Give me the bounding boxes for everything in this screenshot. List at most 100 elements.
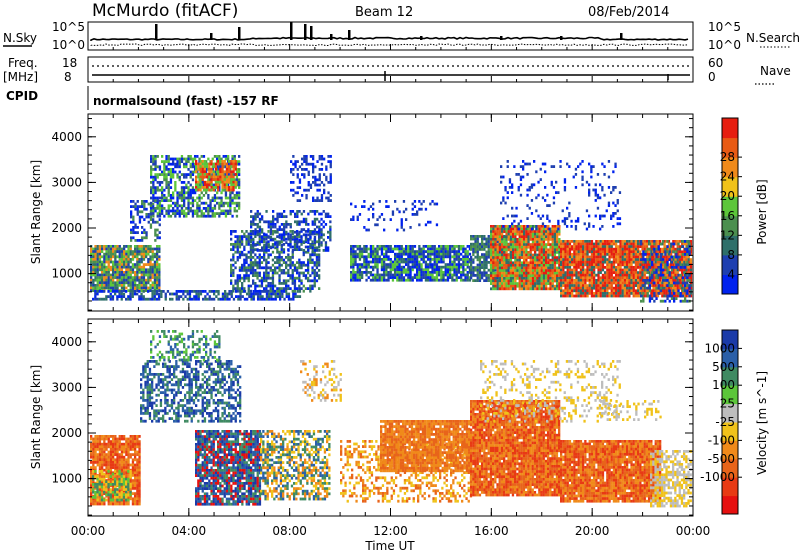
- power-cell: [147, 278, 150, 282]
- power-cell: [217, 180, 220, 184]
- power-cell: [431, 263, 434, 266]
- power-cell: [92, 289, 95, 292]
- power-cell: [542, 251, 546, 254]
- power-cell: [96, 286, 99, 290]
- power-cell: [142, 250, 146, 253]
- power-cell: [536, 235, 539, 239]
- power-cell: [249, 253, 253, 257]
- power-cell: [211, 209, 214, 213]
- power-cell: [156, 276, 159, 279]
- power-cell: [369, 247, 373, 251]
- power-cell: [292, 292, 295, 296]
- power-cell: [298, 248, 301, 251]
- power-cell: [534, 238, 537, 241]
- power-cell: [103, 252, 106, 256]
- power-cell: [380, 245, 384, 248]
- power-cell: [152, 194, 155, 197]
- power-cell: [225, 167, 229, 171]
- power-cell: [147, 273, 150, 277]
- power-cell: [492, 269, 495, 272]
- power-cell: [518, 279, 521, 283]
- power-cell: [201, 178, 204, 181]
- power-cell: [514, 240, 517, 244]
- power-cell: [429, 263, 432, 266]
- power-cell: [149, 297, 152, 301]
- power-cell: [599, 240, 602, 243]
- power-cell: [573, 253, 576, 256]
- power-cell: [575, 253, 578, 256]
- power-cell: [545, 282, 548, 285]
- power-cell: [213, 173, 217, 176]
- power-cell: [409, 245, 412, 248]
- power-cell: [263, 289, 266, 293]
- power-cell: [138, 260, 141, 264]
- power-cell: [151, 290, 154, 293]
- power-cell: [595, 258, 598, 261]
- power-cell: [101, 276, 104, 279]
- power-cell: [218, 204, 221, 208]
- power-cell: [619, 286, 622, 290]
- power-cell: [112, 284, 115, 287]
- power-cell: [378, 245, 381, 248]
- power-cell: [529, 279, 532, 283]
- power-cell: [590, 255, 594, 259]
- power-cell: [593, 271, 596, 274]
- power-cell: [245, 258, 248, 262]
- power-cell: [101, 245, 104, 248]
- power-cell: [138, 268, 141, 272]
- power-cell: [169, 292, 172, 296]
- power-cell: [451, 276, 454, 279]
- power-cell: [433, 247, 436, 251]
- power-cell: [127, 281, 130, 285]
- power-cell: [422, 247, 425, 251]
- power-cell: [527, 264, 530, 267]
- power-cell: [169, 194, 173, 197]
- power-cell: [107, 247, 110, 251]
- power-cell: [187, 155, 190, 158]
- power-cell: [619, 255, 622, 259]
- power-cell: [385, 278, 388, 282]
- power-cell: [165, 181, 168, 184]
- power-cell: [98, 290, 101, 293]
- power-cell: [409, 268, 412, 272]
- power-cell: [305, 238, 308, 242]
- power-cell: [267, 245, 270, 249]
- power-cell: [507, 235, 510, 239]
- power-cell: [575, 263, 578, 267]
- power-cell: [187, 191, 190, 195]
- power-cell: [323, 191, 326, 195]
- power-cell: [566, 240, 569, 243]
- power-cell: [451, 268, 454, 272]
- power-cell: [380, 260, 384, 264]
- power-cell: [556, 245, 559, 249]
- power-cell: [619, 292, 622, 295]
- power-cell: [232, 263, 235, 267]
- power-cell: [606, 294, 609, 298]
- power-cell: [218, 155, 221, 158]
- power-cell: [498, 264, 502, 267]
- power-cell: [329, 178, 332, 182]
- power-cell: [478, 242, 482, 246]
- power-cell: [476, 242, 479, 246]
- power-cell: [174, 157, 177, 161]
- power-cell: [440, 258, 443, 261]
- power-cell: [282, 243, 286, 246]
- power-cell: [134, 226, 137, 229]
- power-cell: [187, 201, 190, 205]
- power-cell: [619, 294, 622, 298]
- power-cell: [621, 253, 624, 256]
- power-cell: [507, 266, 510, 270]
- power-cell: [127, 258, 130, 261]
- power-cell: [621, 292, 624, 295]
- power-cell: [180, 188, 184, 192]
- power-cell: [380, 250, 384, 253]
- power-cell: [385, 268, 388, 272]
- power-cell: [507, 225, 510, 228]
- power-cell: [213, 207, 217, 210]
- power-cell: [599, 245, 602, 248]
- power-cell: [280, 287, 283, 290]
- power-cell: [385, 247, 388, 251]
- power-cell: [131, 271, 135, 274]
- power-cell: [582, 250, 585, 254]
- power-cell: [606, 279, 609, 282]
